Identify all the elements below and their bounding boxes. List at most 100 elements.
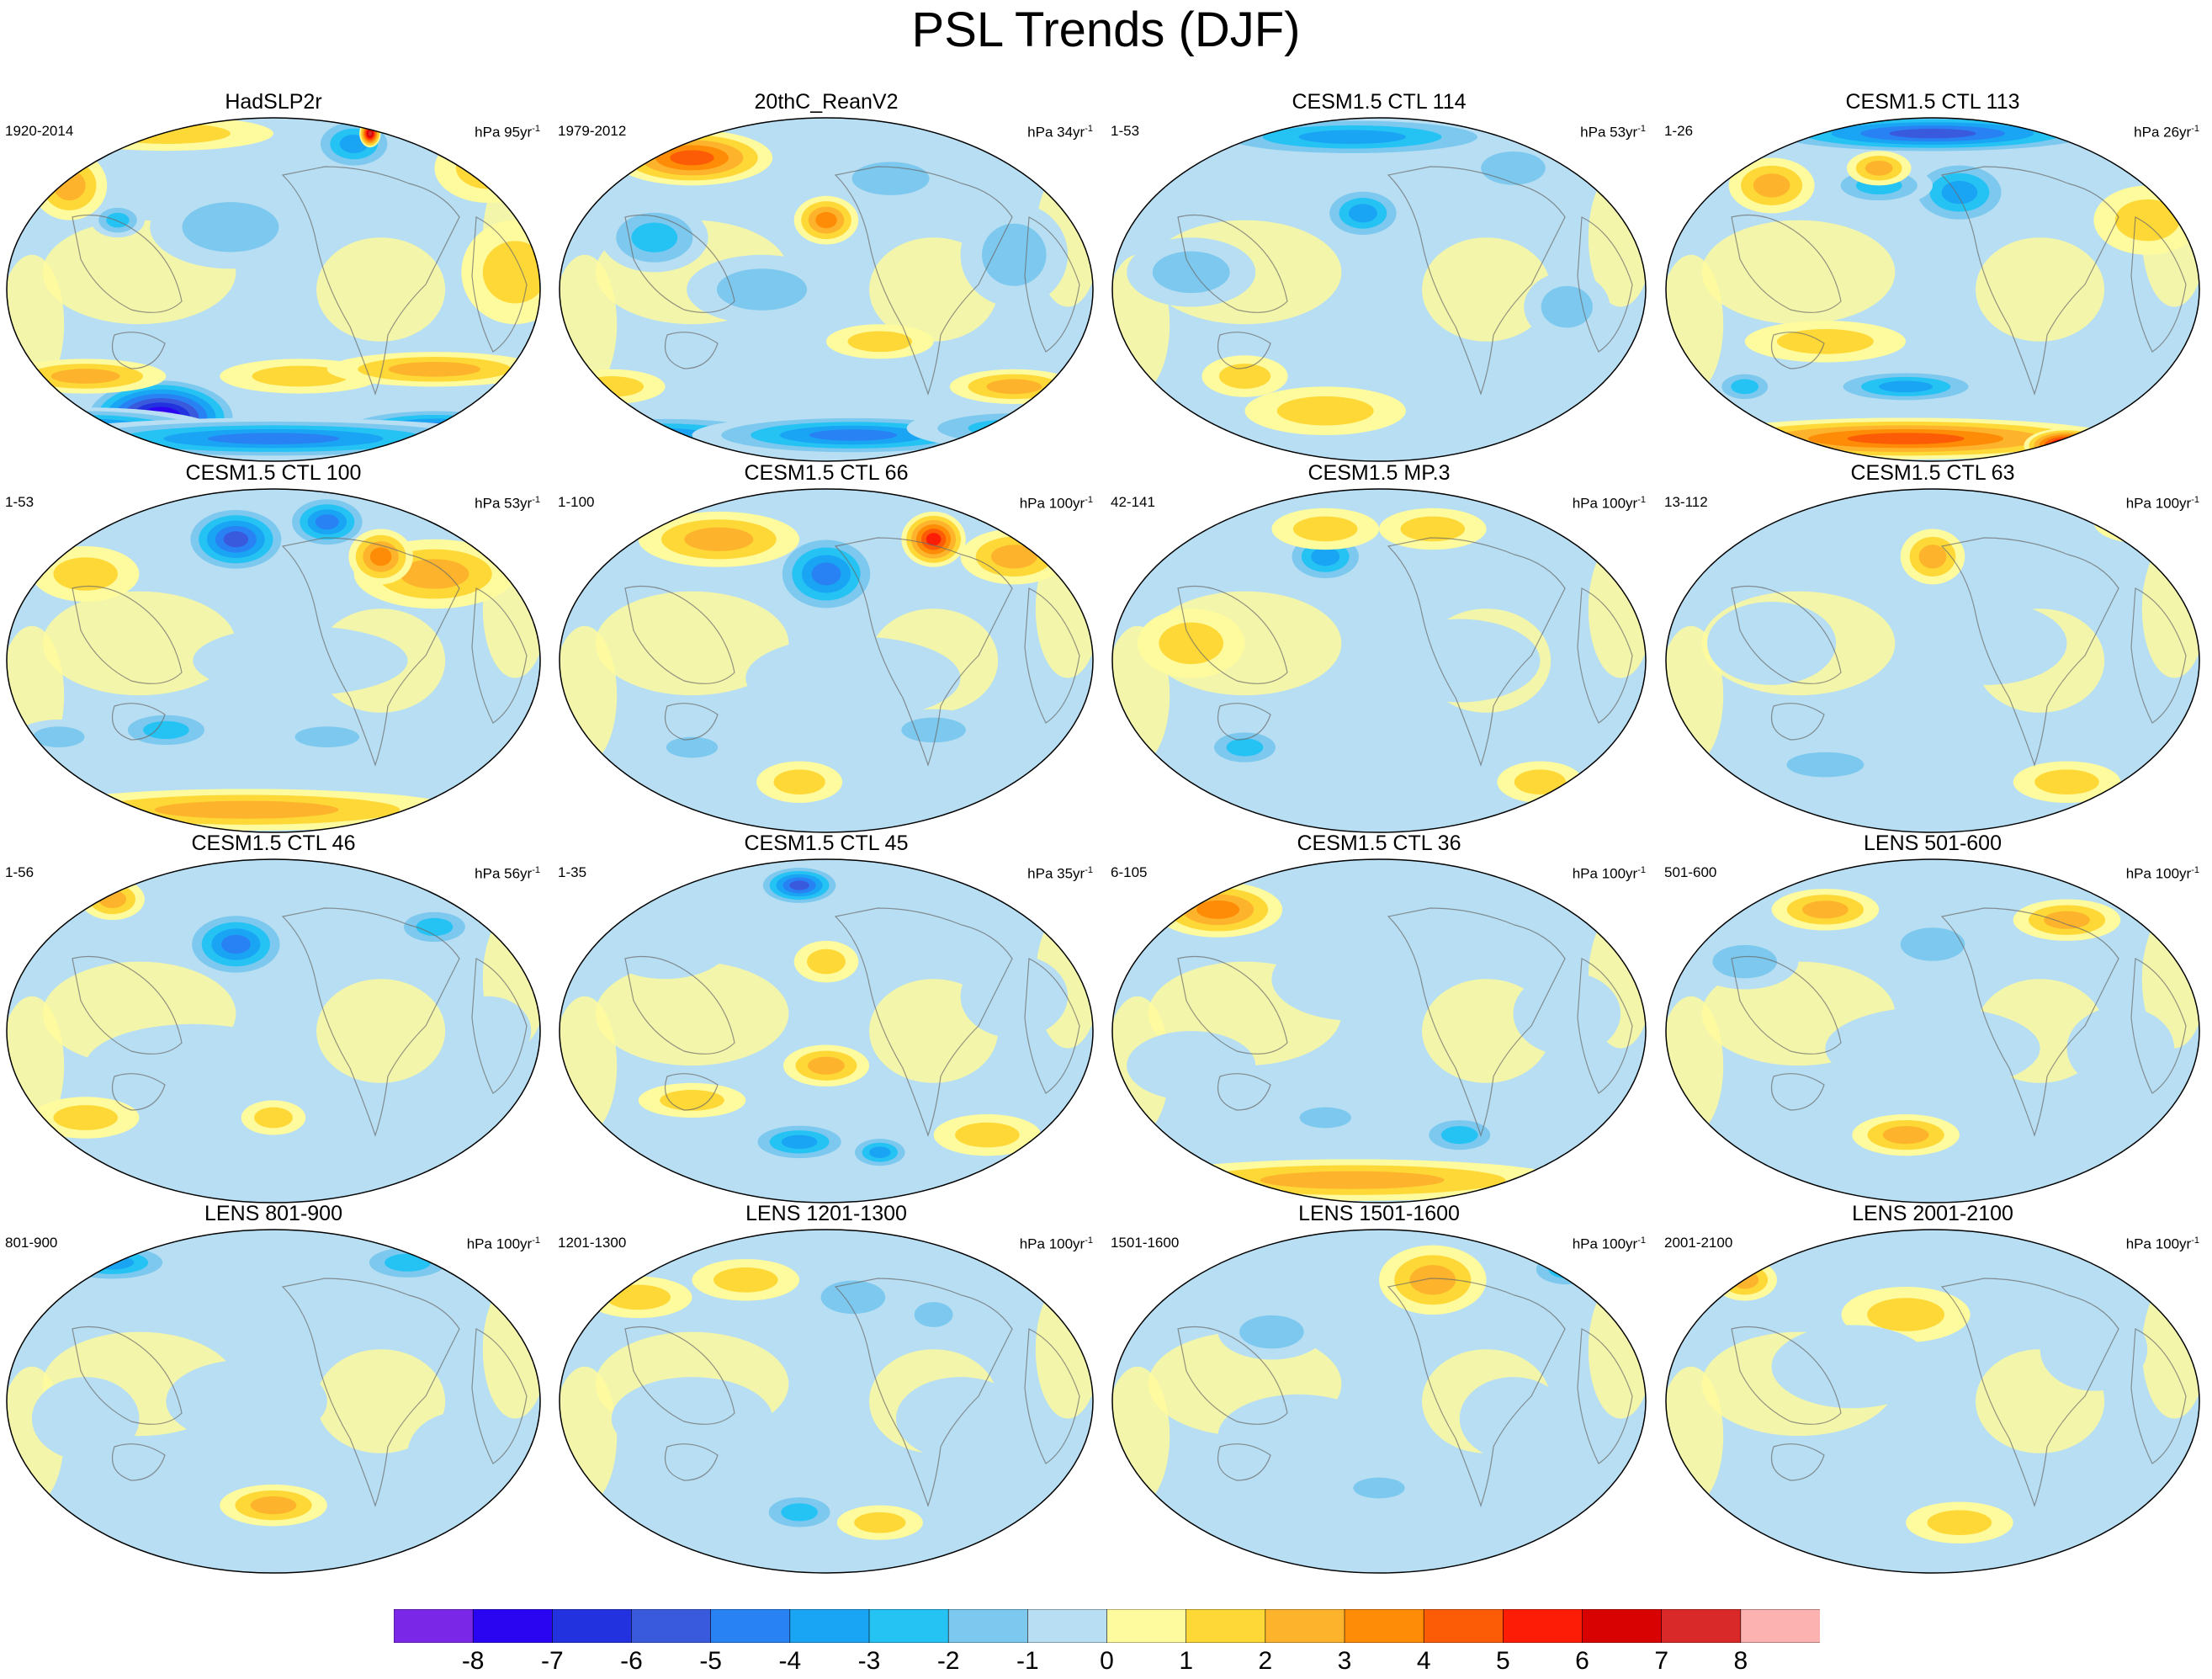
panel-units-exponent: -1 [1085, 865, 1093, 875]
colorbar-tick-label: 1 [1179, 1647, 1193, 1675]
map-plot [559, 858, 1094, 1203]
contour-region [986, 379, 1042, 395]
panel-units: hPa 26yr-1 [2134, 120, 2199, 142]
panel-period: 1-56 [5, 864, 34, 880]
panel-title: CESM1.5 CTL 46 [191, 832, 356, 855]
panel-title: CESM1.5 CTL 45 [744, 832, 909, 855]
panel-units: hPa 53yr-1 [1580, 120, 1646, 142]
contour-region [631, 222, 678, 252]
panel-period: 1920-2014 [5, 123, 74, 139]
coastline [1024, 1328, 1080, 1464]
panel-units-text: hPa 53yr [475, 495, 533, 512]
contour-region [1514, 769, 1567, 795]
map-plot [1665, 1229, 2200, 1574]
contour-region [294, 726, 360, 747]
coastline [664, 332, 719, 369]
coastline [111, 703, 166, 741]
panel-units: hPa 100yr-1 [1020, 491, 1093, 513]
panel-units-text: hPa 56yr [475, 865, 533, 882]
contour-region [1918, 545, 1947, 569]
contour-region [807, 948, 846, 975]
coastline [1731, 1326, 1842, 1425]
colorbar-tick-label: 7 [1654, 1647, 1668, 1675]
panel-units: hPa 100yr-1 [1573, 861, 1646, 884]
contour-region [968, 419, 1060, 438]
contour-region [434, 133, 540, 203]
contour-region [455, 147, 521, 189]
map-panel: CESM1.5 CTL 113 1-26 hPa 26yr-1 [1659, 88, 2206, 466]
contour-region [1459, 1377, 1567, 1461]
panel-period: 6-105 [1111, 864, 1148, 880]
contour-region [166, 1359, 327, 1443]
map-outline [1111, 488, 1647, 833]
panel-title: CESM1.5 CTL 113 [1845, 90, 2020, 114]
map-plot [1665, 858, 2200, 1203]
panel-units-text: hPa 100yr [466, 1235, 533, 1252]
panel-period: 13-112 [1664, 494, 1708, 510]
contour-region [193, 625, 408, 696]
contour-region [53, 1105, 118, 1130]
colorbar-tick-label: -2 [936, 1647, 960, 1675]
map-panel: HadSLP2r 1920-2014 hPa 95yr-1 [0, 88, 547, 466]
contour-region [1865, 160, 1893, 176]
coastline [471, 216, 528, 353]
contour-region [1127, 1031, 1256, 1101]
panel-period: 1-100 [558, 494, 595, 510]
contour-region [254, 1107, 293, 1129]
panel-period: 1-26 [1664, 123, 1694, 139]
map-outline [1111, 858, 1647, 1203]
contour-region [811, 562, 841, 586]
contour-region [1731, 379, 1759, 395]
panel-title: CESM1.5 MP.3 [1308, 461, 1451, 485]
contour-region [684, 527, 754, 551]
panel-units: hPa 53yr-1 [475, 491, 540, 513]
map-outline [6, 117, 541, 462]
contour-region [2118, 513, 2156, 531]
coastline [624, 214, 735, 313]
contour-region [1825, 1007, 2040, 1091]
map-outline [559, 488, 1094, 833]
map-panel: LENS 1201-1300 1201-1300 hPa 100yr-1 [553, 1199, 1100, 1578]
contour-region [1159, 622, 1223, 665]
panel-units-exponent: -1 [1637, 495, 1646, 505]
colorbar-tick-label: -8 [461, 1647, 485, 1675]
map-outline [1665, 488, 2200, 833]
field-patch [1701, 220, 1896, 325]
colorbar-swatch [472, 1609, 554, 1643]
panel-title: CESM1.5 CTL 100 [185, 461, 362, 485]
contour-region [670, 150, 714, 166]
contour-region [2034, 769, 2099, 795]
map-panel: LENS 1501-1600 1501-1600 hPa 100yr-1 [1106, 1199, 1652, 1578]
contour-region [388, 361, 481, 377]
panel-units-text: hPa 100yr [2125, 495, 2192, 512]
panel-period: 1201-1300 [558, 1235, 627, 1251]
colorbar-swatch [1344, 1609, 1424, 1643]
coastline [1940, 166, 2119, 396]
field-patch [1976, 237, 2105, 342]
contour-region [2049, 438, 2085, 453]
contour-region [445, 996, 532, 1066]
map-outline [1665, 117, 2200, 462]
coastline [111, 1443, 166, 1481]
panel-units: hPa 100yr-1 [2126, 491, 2199, 513]
coastline [624, 586, 735, 684]
contour-region [1712, 944, 1777, 979]
field-patch [1422, 237, 1552, 342]
coastline [834, 537, 1013, 767]
panel-units-text: hPa 100yr [1572, 1235, 1638, 1252]
panel-units-text: hPa 100yr [1572, 865, 1638, 882]
contour-region [611, 1377, 773, 1461]
map-panel: LENS 2001-2100 2001-2100 hPa 100yr-1 [1659, 1199, 2206, 1578]
panel-title: CESM1.5 CTL 36 [1297, 832, 1461, 855]
contour-region [847, 331, 913, 353]
contour-region [606, 1284, 671, 1310]
field-patch [316, 237, 446, 342]
map-plot [559, 1229, 1094, 1574]
contour-region [482, 241, 540, 304]
map-panel: CESM1.5 CTL 46 1-56 hPa 56yr-1 [0, 829, 547, 1208]
colorbar-tick-label: 3 [1337, 1647, 1352, 1675]
coastline [111, 332, 166, 369]
map-plot [6, 117, 541, 462]
panel-units: hPa 100yr-1 [2126, 861, 2199, 884]
contour-region [1867, 1298, 1945, 1331]
